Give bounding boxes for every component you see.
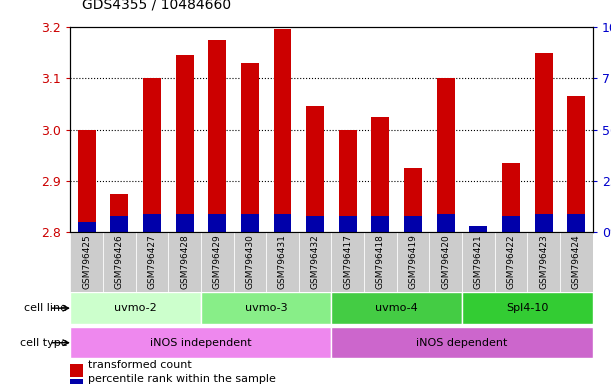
Text: GSM796421: GSM796421 (474, 234, 483, 289)
Bar (143, 214, 161, 232)
Bar (339, 216, 357, 232)
Bar (70, 364, 83, 376)
Bar (495, 232, 527, 292)
Bar (397, 232, 430, 292)
Bar (364, 232, 397, 292)
Text: GSM796417: GSM796417 (343, 234, 353, 289)
Text: iNOS dependent: iNOS dependent (416, 338, 508, 348)
Text: uvmo-4: uvmo-4 (375, 303, 418, 313)
Bar (535, 53, 553, 232)
Text: GSM796418: GSM796418 (376, 234, 385, 289)
Bar (430, 232, 462, 292)
Bar (168, 232, 201, 292)
Bar (78, 129, 95, 232)
Text: cell line: cell line (24, 303, 67, 313)
Bar (462, 293, 593, 324)
Bar (208, 40, 226, 232)
Bar (78, 222, 95, 232)
Bar (201, 232, 233, 292)
Bar (175, 55, 194, 232)
Text: GSM796422: GSM796422 (507, 234, 516, 289)
Text: GSM796426: GSM796426 (115, 234, 124, 289)
Bar (306, 216, 324, 232)
Text: GSM796428: GSM796428 (180, 234, 189, 289)
Bar (136, 232, 168, 292)
Text: iNOS independent: iNOS independent (150, 338, 252, 348)
Text: GSM796423: GSM796423 (539, 234, 548, 289)
Bar (241, 63, 259, 232)
Bar (469, 226, 488, 232)
Bar (331, 232, 364, 292)
Text: uvmo-3: uvmo-3 (245, 303, 288, 313)
Bar (502, 163, 520, 232)
Bar (462, 232, 495, 292)
Bar (568, 96, 585, 232)
Bar (274, 30, 291, 232)
Bar (469, 230, 488, 232)
Bar (201, 293, 331, 324)
Bar (103, 232, 136, 292)
Bar (70, 293, 201, 324)
Text: uvmo-2: uvmo-2 (114, 303, 157, 313)
Text: GSM796432: GSM796432 (310, 234, 320, 289)
Bar (437, 78, 455, 232)
Text: GSM796419: GSM796419 (409, 234, 417, 289)
Bar (404, 168, 422, 232)
Bar (502, 216, 520, 232)
Bar (437, 214, 455, 232)
Text: GSM796424: GSM796424 (572, 234, 581, 289)
Bar (70, 379, 83, 384)
Bar (110, 194, 128, 232)
Bar (143, 78, 161, 232)
Bar (331, 293, 462, 324)
Bar (371, 117, 389, 232)
Bar (568, 214, 585, 232)
Text: GSM796431: GSM796431 (278, 234, 287, 289)
Text: percentile rank within the sample: percentile rank within the sample (87, 374, 276, 384)
Bar (535, 214, 553, 232)
Bar (233, 232, 266, 292)
Bar (70, 327, 331, 358)
Text: GDS4355 / 10484660: GDS4355 / 10484660 (82, 0, 232, 12)
Bar (274, 214, 291, 232)
Text: GSM796427: GSM796427 (147, 234, 156, 289)
Bar (266, 232, 299, 292)
Bar (404, 216, 422, 232)
Bar (331, 327, 593, 358)
Bar (339, 129, 357, 232)
Text: GSM796429: GSM796429 (213, 234, 222, 289)
Bar (208, 214, 226, 232)
Bar (70, 232, 103, 292)
Text: GSM796420: GSM796420 (441, 234, 450, 289)
Bar (175, 214, 194, 232)
Bar (371, 216, 389, 232)
Text: GSM796430: GSM796430 (246, 234, 254, 289)
Bar (110, 216, 128, 232)
Bar (241, 214, 259, 232)
Bar (306, 106, 324, 232)
Text: GSM796425: GSM796425 (82, 234, 91, 289)
Bar (560, 232, 593, 292)
Bar (299, 232, 331, 292)
Text: Spl4-10: Spl4-10 (506, 303, 549, 313)
Text: transformed count: transformed count (87, 360, 191, 370)
Text: cell type: cell type (20, 338, 67, 348)
Bar (527, 232, 560, 292)
